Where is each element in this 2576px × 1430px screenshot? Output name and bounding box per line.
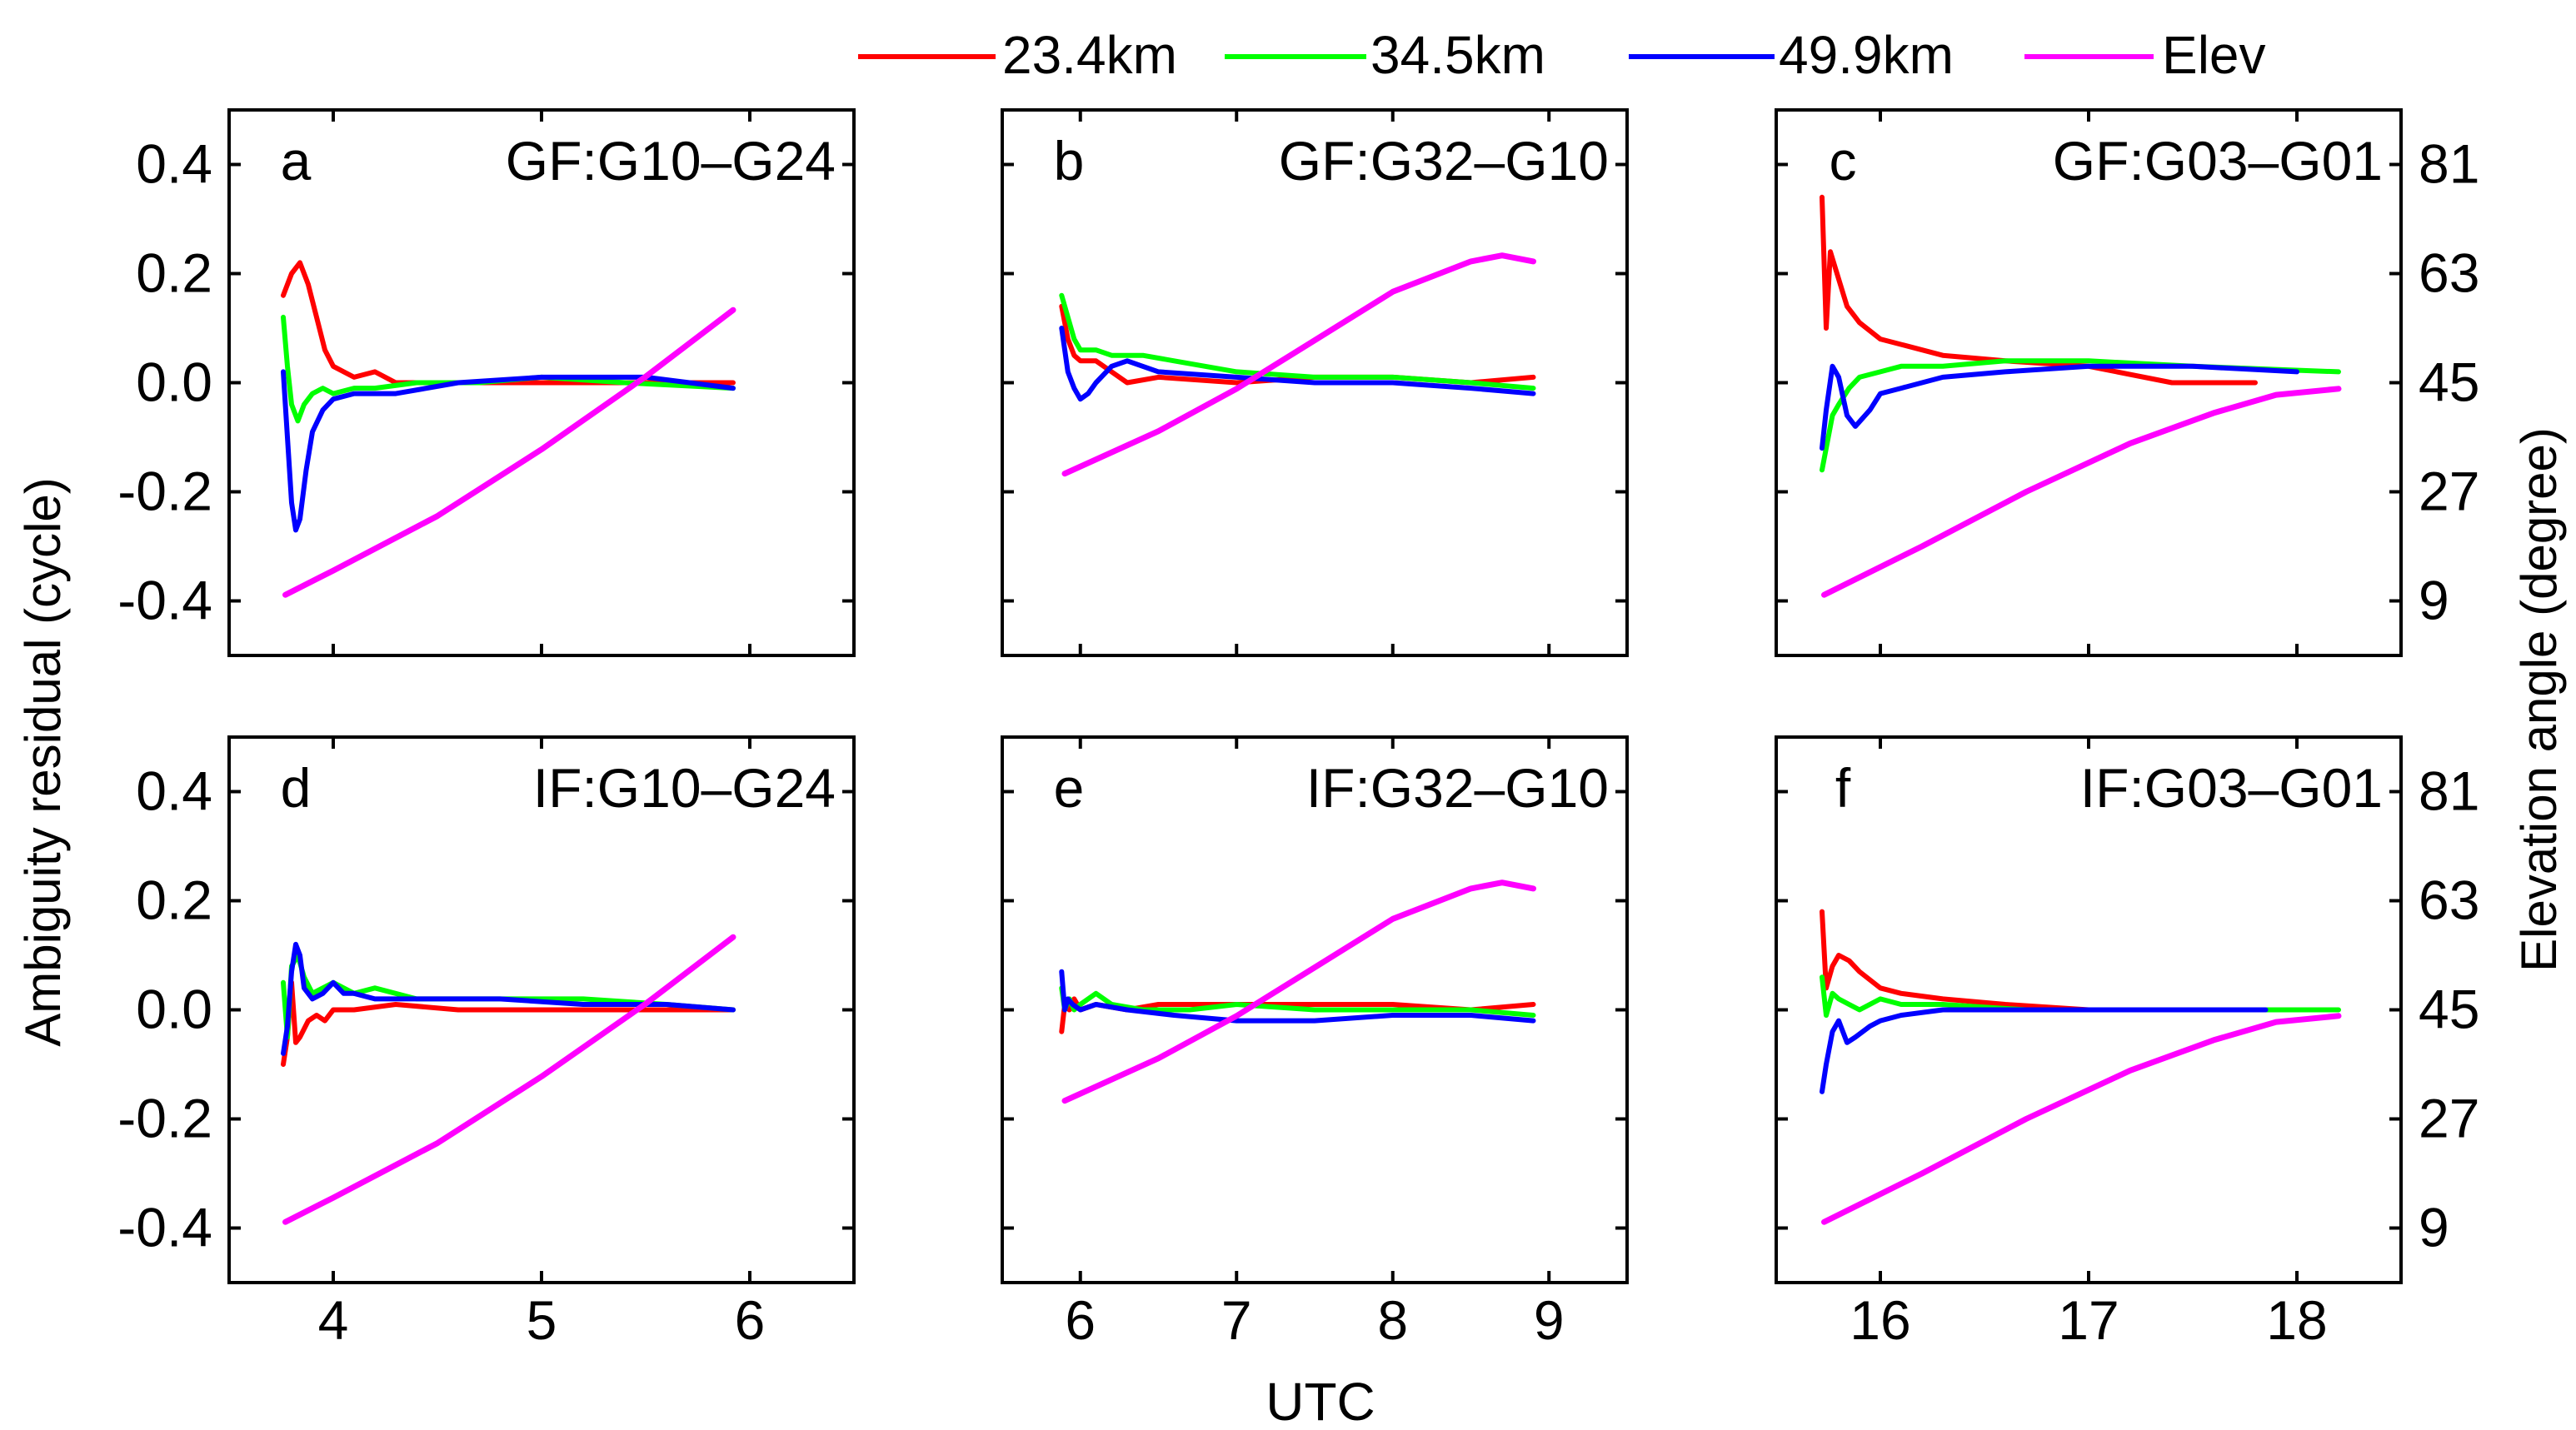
series-line-34.5km <box>1059 292 1536 391</box>
right-tick-label: 27 <box>2419 1088 2479 1149</box>
y-axis-left-label: Ambiguity residual (cycle) <box>15 477 71 1047</box>
right-tick-label: 9 <box>2419 1197 2449 1258</box>
left-tick-labels: 0.4 0.2 0.0 -0.2 -0.4 0.4 0.2 0.0 -0.2 -0.4 <box>117 133 212 1258</box>
x-tick-label: 6 <box>1065 1289 1096 1351</box>
panel-title: IF:G32–G10 <box>1306 757 1609 819</box>
left-tick-label: 0.4 <box>136 760 212 822</box>
panel-b: b GF:G32–G10 <box>1001 108 1629 657</box>
series-line-elev <box>282 934 736 1225</box>
series-line-elev <box>282 306 736 598</box>
series-line-23.4km <box>1059 303 1536 386</box>
panel-title: IF:G10–G24 <box>533 757 836 819</box>
legend-label-49.9km: 49.9km <box>1779 25 1954 85</box>
series-line-49.9km <box>281 369 736 533</box>
panel-letter: e <box>1054 757 1085 819</box>
series-line-elev <box>1061 879 1536 1104</box>
panel-a: a GF:G10–G24 <box>227 108 856 657</box>
series-line-49.9km <box>1820 363 2299 451</box>
panel-letter: c <box>1830 130 1857 192</box>
x-tick-label: 18 <box>2266 1289 2327 1351</box>
panel-f: 16 17 18 f IF:G03–G01 <box>1775 735 2403 1351</box>
panel-c: c GF:G03–G01 <box>1775 108 2403 657</box>
series-line-49.9km <box>1059 969 1536 1024</box>
x-tick-label: 17 <box>2058 1289 2119 1351</box>
x-tick-label: 5 <box>527 1289 557 1351</box>
panel-title: GF:G32–G10 <box>1279 130 1609 192</box>
legend-label-elev: Elev <box>2162 25 2266 85</box>
right-tick-label: 81 <box>2419 760 2479 822</box>
left-tick-label: 0.0 <box>136 351 212 413</box>
x-tick-label: 9 <box>1534 1289 1565 1351</box>
left-tick-label: 0.0 <box>136 979 212 1040</box>
series-line-49.9km <box>1820 1007 2269 1094</box>
left-tick-label: -0.4 <box>117 570 212 631</box>
legend: 23.4km 34.5km 49.9km Elev <box>858 25 2266 85</box>
panel-e: 6 7 8 9 e IF:G32–G10 <box>1001 735 1629 1351</box>
x-tick-label: 8 <box>1377 1289 1408 1351</box>
series-line-34.5km <box>281 953 736 1040</box>
panel-title: IF:G03–G01 <box>2080 757 2383 819</box>
right-tick-labels: 81 63 45 27 9 81 63 45 27 9 <box>2419 133 2479 1258</box>
series-line-34.5km <box>1820 358 2341 473</box>
series-line-elev <box>1821 386 2342 598</box>
panel-title: GF:G03–G01 <box>2053 130 2383 192</box>
series-line-34.5km <box>281 314 736 424</box>
right-tick-label: 27 <box>2419 461 2479 522</box>
panel-letter: a <box>281 130 312 192</box>
left-tick-label: -0.2 <box>117 461 212 522</box>
panel-letter: b <box>1054 130 1085 192</box>
right-tick-label: 63 <box>2419 242 2479 304</box>
panel-title: GF:G10–G24 <box>506 130 836 192</box>
left-tick-label: 0.4 <box>136 133 212 195</box>
x-tick-label: 6 <box>735 1289 766 1351</box>
panels: a GF:G10–G24 b GF:G32–G10 c GF:G03–G01 4 5 6 d IF:… <box>227 108 2403 1351</box>
right-tick-label: 45 <box>2419 351 2479 413</box>
x-tick-label: 16 <box>1850 1289 1910 1351</box>
panel-letter: d <box>281 757 312 819</box>
series-line-49.9km <box>281 941 736 1056</box>
series-line-elev <box>1061 252 1536 477</box>
left-tick-label: -0.4 <box>117 1197 212 1258</box>
right-tick-label: 63 <box>2419 869 2479 931</box>
series-line-23.4km <box>281 260 736 386</box>
x-axis-label: UTC <box>1266 1372 1375 1430</box>
panel-d: 4 5 6 d IF:G10–G24 <box>227 735 856 1351</box>
x-tick-label: 7 <box>1221 1289 1252 1351</box>
series-line-49.9km <box>1059 326 1536 402</box>
right-tick-label: 81 <box>2419 133 2479 195</box>
series-line-elev <box>1821 1013 2342 1225</box>
series-line-23.4km <box>1820 909 2299 1013</box>
legend-label-23.4km: 23.4km <box>1002 25 1177 85</box>
series-line-23.4km <box>281 979 736 1067</box>
y-axis-right-label: Elevation angle (degree) <box>2511 427 2567 972</box>
right-tick-label: 45 <box>2419 979 2479 1040</box>
right-tick-label: 9 <box>2419 570 2449 631</box>
legend-label-34.5km: 34.5km <box>1370 25 1545 85</box>
x-tick-label: 4 <box>318 1289 349 1351</box>
series-line-23.4km <box>1820 194 2258 386</box>
left-tick-label: 0.2 <box>136 869 212 931</box>
left-tick-label: 0.2 <box>136 242 212 304</box>
left-tick-label: -0.2 <box>117 1088 212 1149</box>
panel-letter: f <box>1835 757 1851 819</box>
